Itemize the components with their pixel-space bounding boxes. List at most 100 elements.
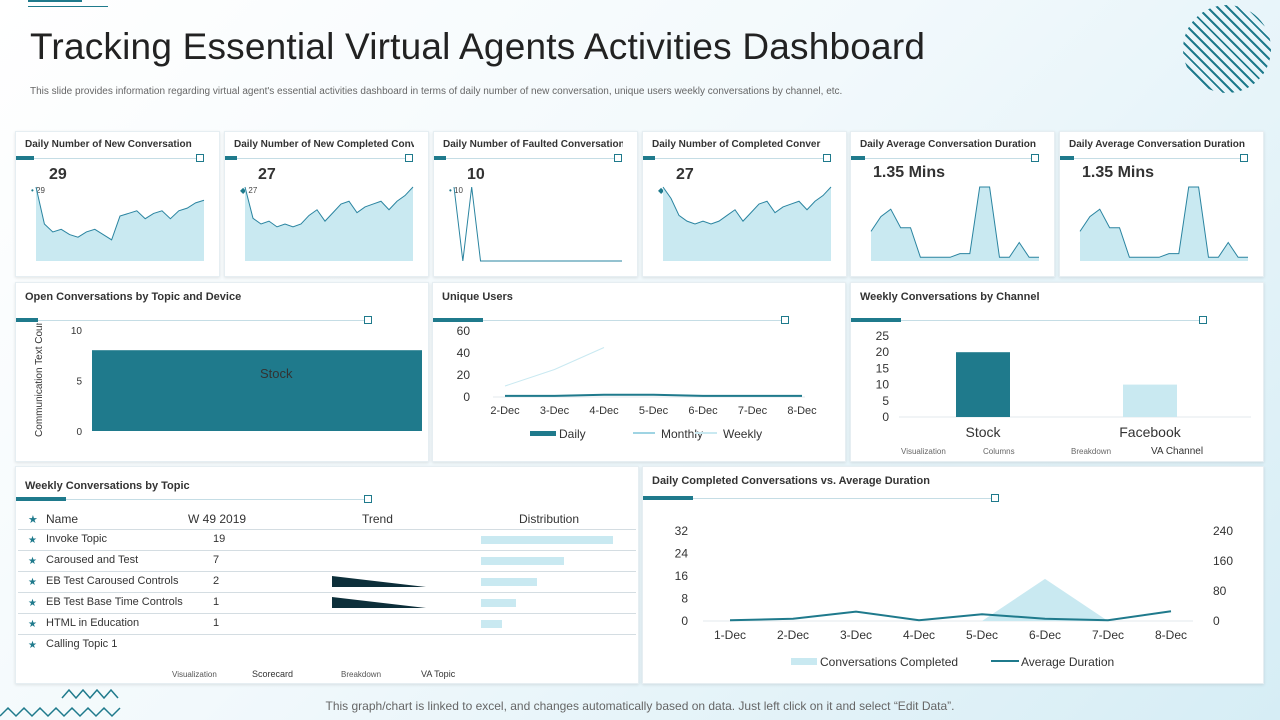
weekly-topic-card[interactable]: Weekly Conversations by Topic ★ Name W 4… bbox=[15, 466, 639, 684]
kpi-marker-label: • 10 bbox=[449, 186, 463, 195]
kpi-card[interactable]: Daily Number of New Conversation 29 • 29 bbox=[15, 131, 220, 277]
series-line-weekly bbox=[504, 347, 605, 387]
header-line bbox=[643, 498, 993, 499]
header-accent bbox=[16, 156, 34, 160]
header-line bbox=[851, 320, 1201, 321]
x-tick-label: 6-Dec bbox=[688, 405, 718, 417]
filter-breakdown-label: Breakdown bbox=[341, 670, 382, 679]
y-tick-label: 25 bbox=[876, 329, 890, 343]
y-tick-label: 20 bbox=[876, 345, 890, 359]
legend-label-stock: Stock bbox=[260, 366, 293, 381]
topic-name: EB Test Base Time Controls bbox=[46, 596, 183, 608]
open-conversations-card[interactable]: Open Conversations by Topic and Device 1… bbox=[15, 282, 429, 462]
distribution-bar bbox=[481, 599, 516, 607]
header-accent bbox=[16, 497, 66, 501]
header-line bbox=[434, 158, 619, 159]
y-tick-label-left: 32 bbox=[675, 524, 689, 538]
header-accent bbox=[643, 496, 693, 500]
x-tick-label: 1-Dec bbox=[714, 628, 746, 642]
y-tick-label-right: 160 bbox=[1213, 554, 1233, 568]
kpi-card[interactable]: Daily Number of New Completed Conver 27 … bbox=[224, 131, 429, 277]
y-tick-label-left: 24 bbox=[675, 547, 689, 561]
kpi-card[interactable]: Daily Average Conversation Duration 1.35… bbox=[850, 131, 1055, 277]
y-tick-label: 0 bbox=[76, 427, 82, 438]
kpi-value: 27 bbox=[258, 166, 276, 183]
distribution-bar bbox=[481, 557, 565, 565]
row-separator bbox=[18, 613, 636, 614]
x-tick-label: 8-Dec bbox=[787, 405, 817, 417]
stock-bar bbox=[92, 350, 422, 431]
kpi-value: 29 bbox=[49, 166, 67, 183]
y-tick-label: 60 bbox=[457, 324, 471, 338]
kpi-sparkline bbox=[662, 186, 832, 261]
header-marker-icon bbox=[991, 494, 999, 502]
kpi-card[interactable]: Daily Average Conversation Duration 1.35… bbox=[1059, 131, 1264, 277]
trend-shape bbox=[332, 576, 426, 587]
kpi-value: 1.35 Mins bbox=[873, 164, 946, 181]
header-line bbox=[851, 158, 1036, 159]
daily-completed-card[interactable]: Daily Completed Conversations vs. Averag… bbox=[642, 466, 1264, 684]
kpi-line bbox=[244, 186, 414, 228]
y-tick-label-left: 16 bbox=[675, 569, 689, 583]
filter-label: Columns bbox=[983, 447, 1015, 456]
y-tick-label-left: 0 bbox=[681, 614, 688, 628]
x-tick-label: 7-Dec bbox=[1092, 628, 1124, 642]
marker-icon: • bbox=[449, 186, 452, 195]
topic-count: 7 bbox=[213, 554, 220, 566]
y-tick-label: 40 bbox=[457, 346, 471, 360]
kpi-value: 1.35 Mins bbox=[1082, 164, 1155, 181]
header-line bbox=[1060, 158, 1245, 159]
header-name: Name bbox=[46, 512, 79, 526]
kpi-marker-value: 10 bbox=[454, 186, 463, 195]
kpi-card[interactable]: Daily Number of Faulted Conversation 10 … bbox=[433, 131, 638, 277]
unique-users-chart: 60 40 20 0 2-Dec 3-Dec 4-Dec 5-Dec 6-Dec 7-Dec 8-D… bbox=[457, 324, 818, 441]
kpi-line bbox=[35, 186, 205, 241]
kpi-sparkline bbox=[453, 186, 622, 262]
distribution-bar bbox=[481, 536, 613, 544]
kpi-marker-label: ◆ bbox=[658, 186, 664, 195]
header-line bbox=[16, 320, 366, 321]
filter-va-topic[interactable]: VA Topic bbox=[421, 669, 456, 679]
weekly-topic-title: Weekly Conversations by Topic bbox=[25, 480, 190, 492]
x-tick-label: 4-Dec bbox=[589, 405, 619, 417]
filter-label: VA Channel bbox=[1151, 446, 1203, 457]
kpi-title: Daily Number of New Completed Conver bbox=[234, 139, 414, 150]
x-category-label: Stock bbox=[965, 424, 1001, 440]
header-accent bbox=[225, 156, 237, 160]
topic-name: Caroused and Test bbox=[46, 554, 139, 566]
x-tick-label: 7-Dec bbox=[738, 405, 768, 417]
unique-users-card[interactable]: Unique Users 60 40 20 0 2-Dec 3-Dec 4-Dec 5-Dec… bbox=[432, 282, 846, 462]
marker-icon: ◆ bbox=[658, 186, 665, 195]
kpi-sparkline bbox=[870, 186, 1039, 261]
y-tick-label: 5 bbox=[76, 377, 82, 388]
filter-scorecard[interactable]: Scorecard bbox=[252, 669, 294, 679]
header-line bbox=[16, 158, 201, 159]
filter-visualization-label: Visualization bbox=[172, 670, 217, 679]
kpi-sparkline bbox=[1079, 186, 1248, 261]
kpi-card[interactable]: Daily Number of Completed Conver 27 ◆ bbox=[642, 131, 847, 277]
header-week: W 49 2019 bbox=[188, 512, 247, 526]
daily-completed-title: Daily Completed Conversations vs. Averag… bbox=[652, 475, 930, 487]
kpi-line bbox=[870, 186, 1039, 258]
marker-icon: • bbox=[31, 186, 34, 195]
x-tick-label: 5-Dec bbox=[966, 628, 998, 642]
kpi-line bbox=[662, 186, 832, 225]
kpi-area-fill bbox=[36, 187, 204, 261]
legend-label: Average Duration bbox=[1021, 655, 1114, 669]
unique-users-title: Unique Users bbox=[442, 291, 513, 303]
topic-name: HTML in Education bbox=[46, 617, 140, 629]
kpi-sparkline bbox=[35, 186, 205, 261]
x-tick-label: 6-Dec bbox=[1029, 628, 1061, 642]
header-accent bbox=[1060, 156, 1074, 160]
weekly-channel-card[interactable]: Weekly Conversations by Channel 25 20 15 10… bbox=[850, 282, 1264, 462]
top-accent-line-thin bbox=[28, 6, 108, 7]
star-icon: ★ bbox=[28, 556, 37, 567]
kpi-title: Daily Number of Completed Conver bbox=[652, 139, 821, 150]
star-icon: ★ bbox=[28, 535, 37, 546]
page-title: Tracking Essential Virtual Agents Activi… bbox=[30, 26, 926, 67]
y-tick-label-right: 0 bbox=[1213, 614, 1220, 628]
kpi-value: 27 bbox=[676, 166, 694, 183]
header-line bbox=[225, 158, 410, 159]
kpi-sparkline bbox=[244, 186, 414, 261]
